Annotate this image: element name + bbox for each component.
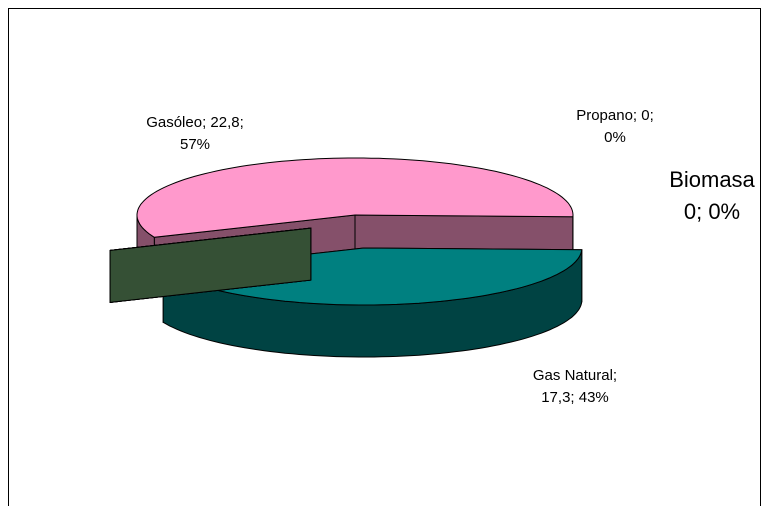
data-label: Biomasa — [669, 167, 755, 192]
data-label: 57% — [180, 136, 210, 153]
data-label: Gas Natural; — [533, 367, 617, 384]
slice-top — [136, 157, 574, 238]
slice-top — [110, 227, 311, 251]
data-label: 0; 0% — [684, 199, 740, 224]
data-label: 0% — [604, 129, 626, 146]
data-label: Gasóleo; 22,8; — [146, 114, 244, 131]
data-label: 17,3; 43% — [541, 389, 609, 406]
data-label: Propano; 0; — [576, 107, 654, 124]
